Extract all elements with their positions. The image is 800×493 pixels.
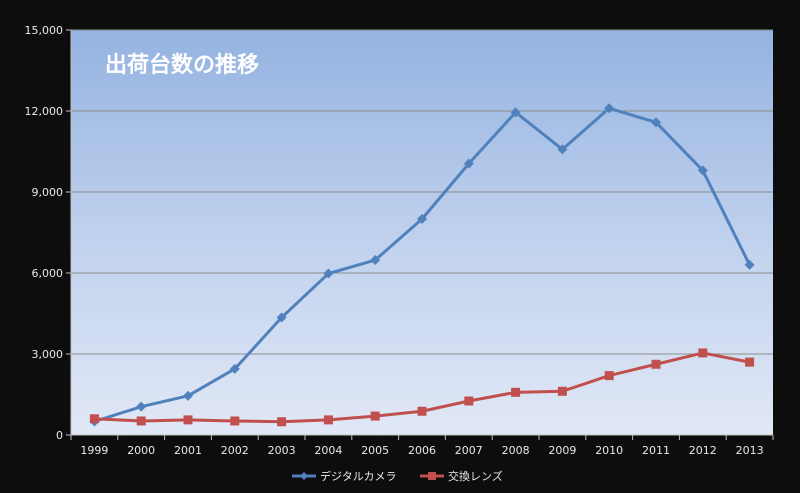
data-point — [417, 214, 427, 224]
plot-area — [71, 30, 773, 435]
x-tick-label: 2005 — [361, 444, 389, 457]
data-point — [370, 411, 380, 421]
data-point — [230, 416, 240, 426]
legend: デジタルカメラ 交換レンズ — [292, 469, 503, 483]
data-point — [370, 255, 381, 266]
x-tick-label: 2000 — [127, 444, 155, 457]
legend-marker — [300, 472, 308, 480]
y-tick-label: 15,000 — [25, 24, 64, 37]
data-point — [89, 414, 99, 424]
y-axis-ticks: 0 3,000 6,000 9,000 12,000 15,000 — [25, 24, 72, 442]
series-group — [89, 103, 755, 427]
x-tick-label: 2008 — [502, 444, 530, 457]
data-point — [697, 165, 708, 176]
x-tick-label: 2001 — [174, 444, 202, 457]
x-tick-label: 2011 — [642, 444, 670, 457]
x-axis-ticks: 1999 2000 2001 2002 2003 2004 2005 2006 2007 2008… — [70, 434, 774, 457]
data-point — [229, 363, 240, 374]
data-point — [557, 386, 567, 396]
data-point — [511, 387, 521, 397]
x-tick-label: 2007 — [455, 444, 483, 457]
x-tick-label: 2009 — [548, 444, 576, 457]
data-point — [510, 107, 521, 118]
y-tick-label: 9,000 — [32, 186, 64, 199]
x-tick-label: 1999 — [80, 444, 108, 457]
data-point — [463, 158, 474, 169]
data-point — [744, 259, 755, 270]
gridlines — [71, 29, 773, 355]
x-tick-label: 2013 — [736, 444, 764, 457]
data-point — [323, 268, 334, 279]
data-point — [698, 348, 708, 358]
x-tick-label: 2004 — [314, 444, 342, 457]
y-tick-label: 6,000 — [32, 267, 64, 280]
y-tick-label: 12,000 — [25, 105, 64, 118]
data-point — [277, 417, 287, 427]
data-point — [183, 390, 193, 401]
data-point — [136, 401, 147, 412]
data-point — [323, 415, 333, 425]
x-tick-label: 2012 — [689, 444, 717, 457]
legend-label: 交換レンズ — [448, 469, 503, 483]
y-tick-label: 0 — [56, 429, 63, 442]
data-point — [604, 103, 615, 114]
data-point — [417, 406, 427, 416]
data-point — [604, 371, 614, 381]
chart-title: 出荷台数の推移 — [105, 52, 259, 78]
y-tick-label: 3,000 — [32, 348, 64, 361]
x-tick-label: 2010 — [595, 444, 623, 457]
data-point — [745, 357, 755, 367]
legend-marker — [428, 472, 436, 480]
legend-label: デジタルカメラ — [320, 469, 396, 483]
data-point — [651, 359, 661, 369]
data-point — [651, 117, 661, 128]
x-tick-label: 2003 — [268, 444, 296, 457]
data-point — [183, 415, 193, 425]
data-point — [276, 312, 287, 323]
x-tick-label: 2002 — [221, 444, 249, 457]
data-point — [557, 144, 568, 155]
data-point — [136, 416, 146, 426]
data-point — [464, 396, 474, 406]
x-tick-label: 2006 — [408, 444, 436, 457]
